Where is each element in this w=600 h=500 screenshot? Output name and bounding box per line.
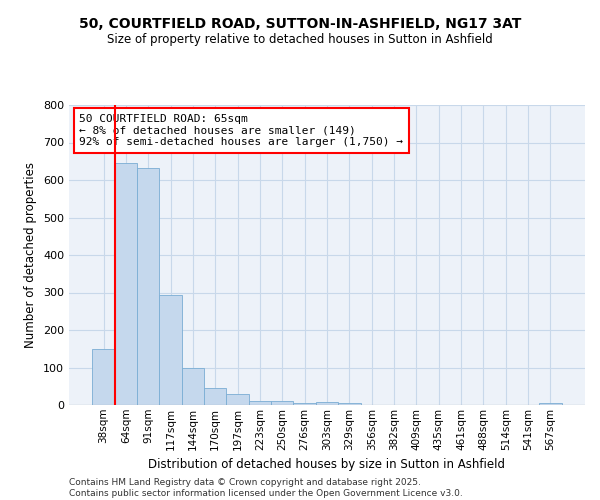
Bar — [204, 388, 226, 405]
Text: Contains HM Land Registry data © Crown copyright and database right 2025.
Contai: Contains HM Land Registry data © Crown c… — [69, 478, 463, 498]
Text: 50, COURTFIELD ROAD, SUTTON-IN-ASHFIELD, NG17 3AT: 50, COURTFIELD ROAD, SUTTON-IN-ASHFIELD,… — [79, 18, 521, 32]
Bar — [539, 403, 562, 405]
Y-axis label: Number of detached properties: Number of detached properties — [25, 162, 37, 348]
Bar — [271, 401, 293, 405]
Bar — [316, 402, 338, 405]
Bar — [137, 168, 160, 405]
Text: Size of property relative to detached houses in Sutton in Ashfield: Size of property relative to detached ho… — [107, 32, 493, 46]
Bar — [338, 403, 361, 405]
X-axis label: Distribution of detached houses by size in Sutton in Ashfield: Distribution of detached houses by size … — [149, 458, 505, 471]
Text: 50 COURTFIELD ROAD: 65sqm
← 8% of detached houses are smaller (149)
92% of semi-: 50 COURTFIELD ROAD: 65sqm ← 8% of detach… — [79, 114, 403, 147]
Bar — [249, 401, 271, 405]
Bar — [182, 368, 204, 405]
Bar — [160, 295, 182, 405]
Bar — [115, 163, 137, 405]
Bar — [226, 394, 249, 405]
Bar — [293, 403, 316, 405]
Bar — [92, 349, 115, 405]
